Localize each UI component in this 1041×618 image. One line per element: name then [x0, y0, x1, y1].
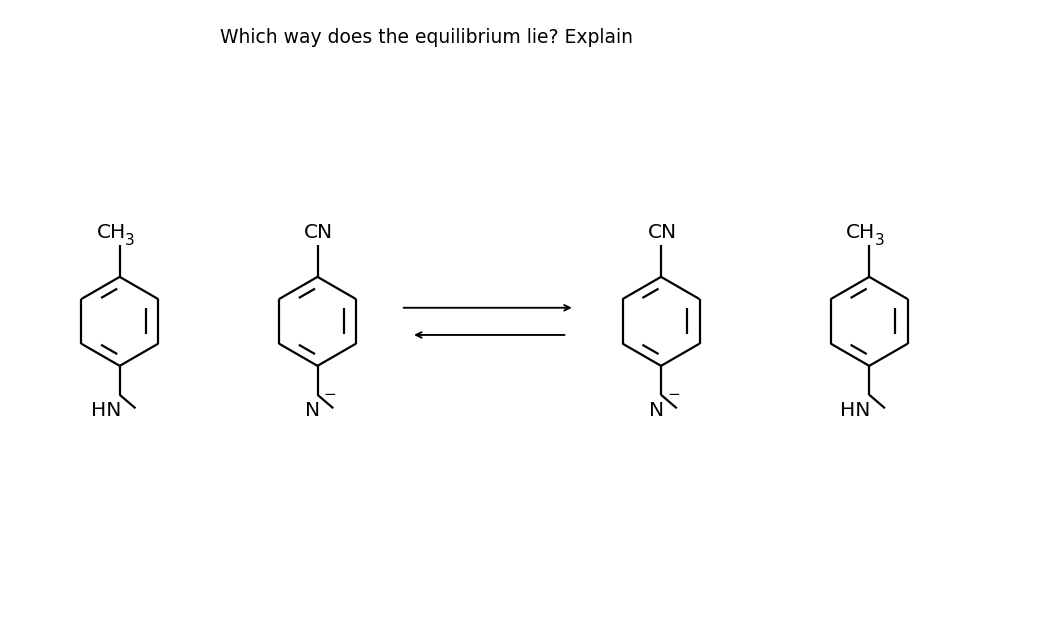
Text: 3: 3	[125, 233, 134, 248]
Text: N: N	[649, 401, 664, 420]
Text: HN: HN	[840, 401, 870, 420]
Text: HN: HN	[91, 401, 121, 420]
Text: CH: CH	[97, 222, 126, 242]
Text: Which way does the equilibrium lie? Explain: Which way does the equilibrium lie? Expl…	[221, 28, 633, 47]
Text: CH: CH	[846, 222, 875, 242]
Text: N: N	[305, 401, 321, 420]
Text: −: −	[324, 387, 336, 402]
Text: 3: 3	[874, 233, 884, 248]
Text: CN: CN	[304, 222, 333, 242]
Text: −: −	[667, 387, 680, 402]
Text: CN: CN	[648, 222, 677, 242]
